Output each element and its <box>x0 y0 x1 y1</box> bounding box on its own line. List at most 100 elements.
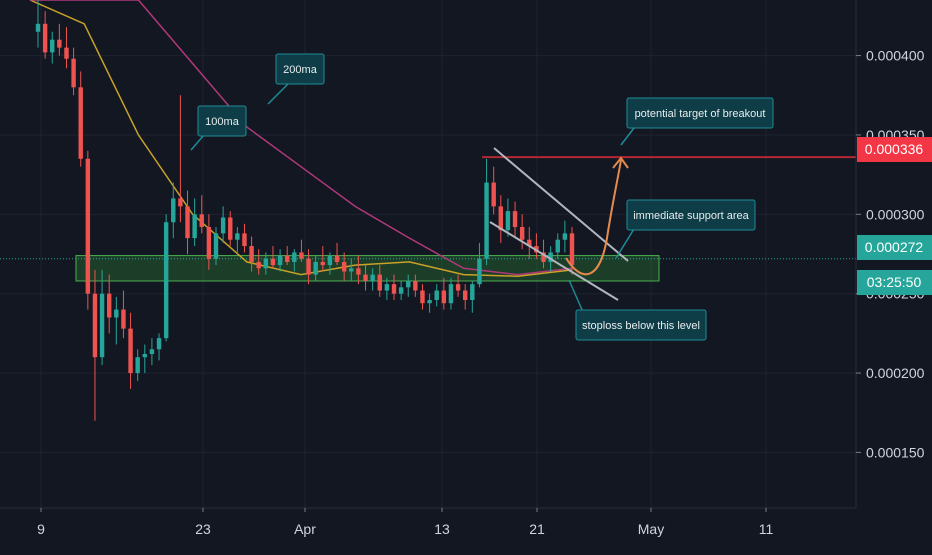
candle-body <box>569 233 575 266</box>
candle <box>413 274 418 297</box>
candle-body <box>35 23 41 32</box>
callout-100ma: 100ma <box>190 105 247 151</box>
breakout-arrow <box>565 156 629 276</box>
candle <box>448 277 454 310</box>
candle <box>78 71 83 167</box>
candle-body <box>420 290 425 304</box>
candle <box>313 255 318 281</box>
candle-body <box>484 182 489 259</box>
candle-body <box>263 258 269 269</box>
candle-body <box>434 290 439 301</box>
candle <box>398 280 404 301</box>
candle-body <box>541 252 546 262</box>
candle <box>462 284 468 310</box>
candle-body <box>85 158 91 294</box>
candle-body <box>42 23 48 53</box>
annotation-stoploss: stoploss below this level <box>582 320 700 332</box>
candle-body <box>292 252 297 262</box>
candle <box>106 274 112 334</box>
x-tick-label: 21 <box>529 521 545 537</box>
callout-box <box>275 53 325 85</box>
breakout-curve <box>565 159 622 276</box>
target-price-label: 0.000336 <box>865 141 924 157</box>
annotation-100ma: 100ma <box>205 116 240 128</box>
current-price-label: 0.000272 <box>865 239 924 255</box>
candle-body <box>427 300 432 304</box>
candle <box>163 214 169 342</box>
candle-body <box>356 268 361 275</box>
candle-body <box>349 268 354 272</box>
candle <box>498 195 504 243</box>
candles <box>35 0 575 421</box>
candle-body <box>519 227 525 240</box>
candle <box>299 239 304 262</box>
callout-box <box>197 105 247 137</box>
candle-body <box>57 39 62 48</box>
candle <box>327 252 333 275</box>
callout-box <box>575 309 707 341</box>
candle <box>391 274 397 301</box>
candle-body <box>320 261 326 266</box>
candle-body <box>377 274 382 291</box>
target-price-badge <box>857 137 932 162</box>
candle <box>306 249 311 285</box>
time-axis[interactable]: 9 23 Apr 13 21 May 11 <box>0 507 856 537</box>
x-tick-label: 9 <box>37 521 45 537</box>
candle <box>519 214 525 250</box>
callout-200ma: 200ma <box>267 53 325 105</box>
candle-body <box>106 293 112 318</box>
candle <box>114 296 119 345</box>
candle-body <box>78 87 83 159</box>
candle-body <box>249 246 254 262</box>
candle-body <box>527 239 532 247</box>
candle <box>349 258 354 281</box>
candle-body <box>50 39 55 53</box>
candle <box>505 198 511 237</box>
candle <box>199 195 204 234</box>
countdown-label: 03:25:50 <box>867 274 922 290</box>
candle <box>320 246 326 272</box>
candle-body <box>185 206 190 239</box>
candle <box>156 333 162 361</box>
candle-body <box>192 214 197 239</box>
candle <box>491 166 496 215</box>
candle <box>35 0 41 48</box>
y-tick-label: 0.000150 <box>866 444 925 460</box>
y-tick-label: 0.000300 <box>866 206 925 222</box>
candle <box>334 242 340 266</box>
candle-body <box>213 233 219 259</box>
candle <box>121 290 126 339</box>
candle-body <box>242 233 247 247</box>
wedge-lower-line <box>489 221 619 301</box>
ma-line-200ma <box>30 0 573 276</box>
annotation-support: immediate support area <box>633 210 749 222</box>
candle <box>256 249 261 275</box>
candle <box>555 233 560 259</box>
candle <box>406 274 411 297</box>
candle-body <box>171 198 176 223</box>
candle-body <box>498 206 504 231</box>
candle <box>562 220 568 253</box>
candle-body <box>327 255 333 266</box>
callout-pointer <box>568 279 584 313</box>
y-tick-label: 0.000400 <box>866 48 925 64</box>
candle-body <box>512 211 518 228</box>
annotation-target: potential target of breakout <box>635 108 766 120</box>
candle <box>71 47 76 96</box>
candle <box>512 201 518 239</box>
countdown-badge <box>857 270 932 295</box>
candle-body <box>555 239 560 253</box>
candle <box>377 265 382 297</box>
price-axis[interactable]: 0.0004000.0003500.0003000.0002500.000200… <box>855 0 932 508</box>
candle-body <box>92 293 98 358</box>
candle-body <box>163 222 169 339</box>
y-tick-label: 0.000200 <box>866 365 925 381</box>
candle-body <box>391 284 397 294</box>
candle-body <box>455 284 461 291</box>
x-tick-label: Apr <box>294 521 316 537</box>
candle-body <box>406 280 411 288</box>
candle-body <box>206 227 212 259</box>
candle-body <box>156 338 162 350</box>
